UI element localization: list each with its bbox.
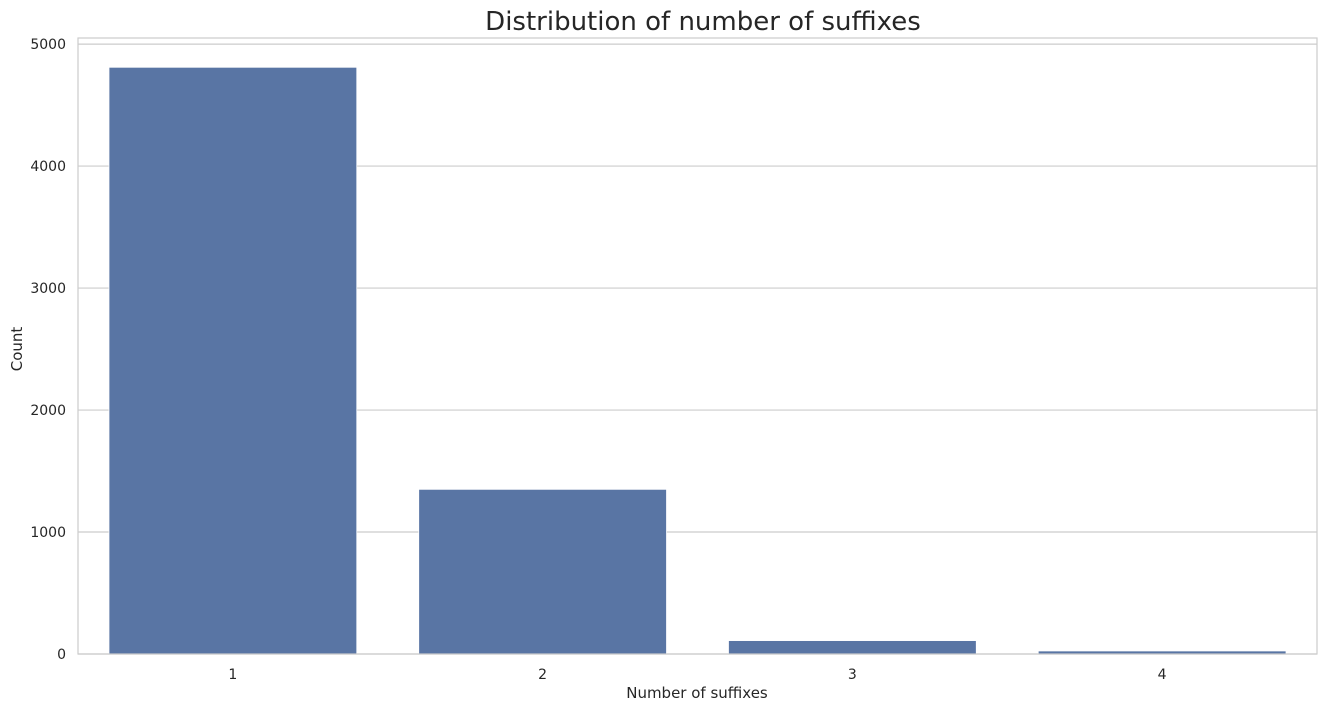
y-tick-label: 2000 (30, 403, 66, 419)
y-tick-label: 5000 (30, 37, 66, 53)
y-tick-label: 4000 (30, 159, 66, 175)
bars (108, 66, 1287, 655)
y-tick-labels: 0 1000 2000 3000 4000 5000 (30, 37, 66, 663)
bar-3 (728, 640, 977, 655)
bar-2 (418, 488, 667, 655)
y-axis-label: Count (8, 327, 26, 372)
x-tick-label: 3 (848, 667, 857, 683)
chart-title: Distribution of number of suffixes (485, 7, 921, 37)
bar-1 (108, 66, 358, 655)
y-tick-label: 1000 (30, 525, 66, 541)
x-tick-labels: 1 2 3 4 (228, 667, 1166, 683)
y-tick-label: 0 (57, 647, 66, 663)
x-tick-label: 4 (1158, 667, 1167, 683)
plot-frame (77, 37, 1318, 655)
x-tick-label: 2 (538, 667, 547, 683)
x-axis-label: Number of suffixes (626, 684, 768, 702)
y-tick-label: 3000 (30, 281, 66, 297)
x-tick-label: 1 (228, 667, 237, 683)
